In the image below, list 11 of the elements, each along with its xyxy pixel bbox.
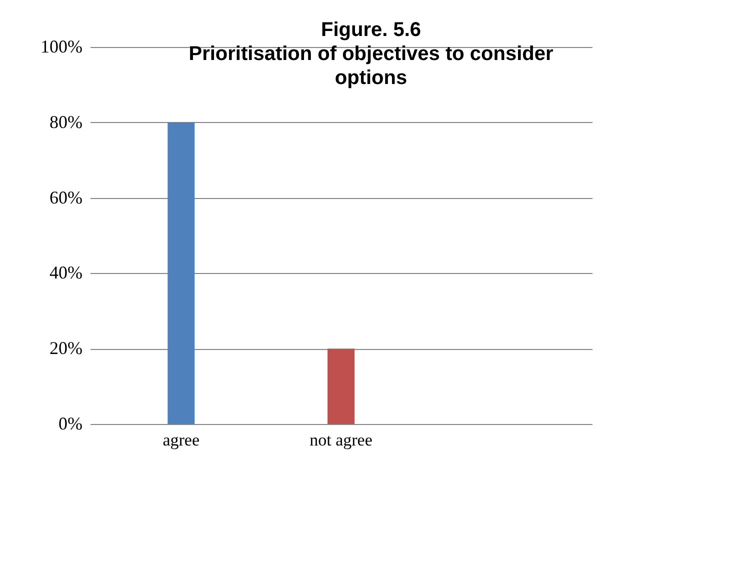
text: Prioritisation of objectives to consider [188, 43, 554, 65]
text: Figure. 5.6 [320, 19, 422, 41]
y-tick-label: 0% [58, 414, 82, 434]
y-tick-label: 100% [40, 36, 82, 56]
y-tick-label: 80% [50, 112, 82, 132]
y-tick-label: 40% [50, 262, 82, 283]
y-tick-label: 60% [50, 187, 82, 208]
x-tick-label: agree [162, 430, 200, 450]
x-tick-label: not agree [310, 430, 372, 450]
y-tick-label: 20% [50, 338, 82, 358]
text: options [334, 67, 408, 89]
